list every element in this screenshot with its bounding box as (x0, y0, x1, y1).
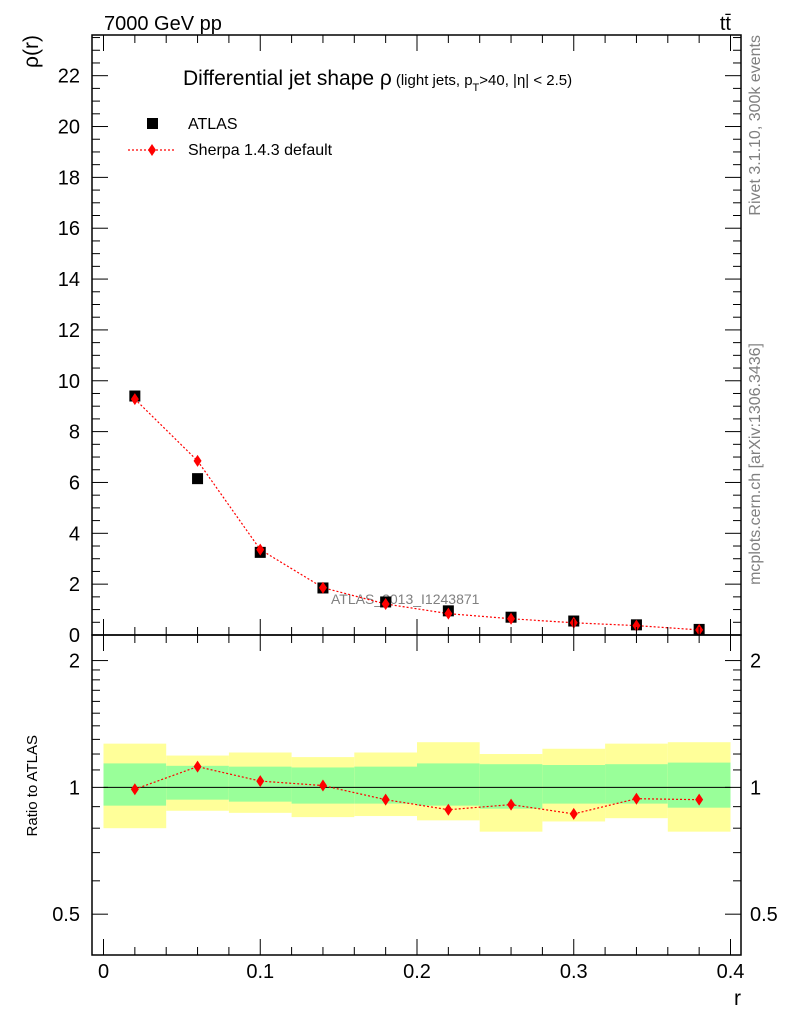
title-sub-b: >40, |η| < 2.5) (479, 72, 572, 89)
sherpa-ratio-point (507, 798, 516, 811)
ratio-y-tick-label-left: 0.5 (52, 904, 80, 926)
sherpa-ratio-point (318, 779, 327, 792)
ratio-y-tick-label-left: 1 (69, 777, 80, 799)
atlas-data-point (192, 473, 204, 485)
process-label: tt̄ (720, 13, 732, 35)
legend-atlas-label: ATLAS (188, 116, 238, 133)
stat-band-bin (542, 765, 606, 804)
ratio-y-tick-label-right: 2 (750, 651, 761, 673)
sherpa-data-point (381, 597, 390, 610)
analysis-watermark: ATLAS_2013_I1243871 (331, 591, 480, 607)
main-y-tick-label: 22 (58, 66, 80, 88)
x-tick-label: 0.4 (717, 961, 745, 983)
main-title: Differential jet shape ρ (light jets, pT>… (183, 67, 572, 94)
rivet-info-text: Rivet 3.1.10, 300k events (747, 35, 764, 216)
sherpa-ratio-line (134, 766, 700, 815)
sherpa-data-point (130, 393, 139, 406)
main-y-axis-label: ρ(r) (20, 35, 43, 68)
legend-sherpa-marker (148, 144, 156, 156)
main-y-tick-label: 0 (69, 625, 80, 647)
ratio-y-axis-label: Ratio to ATLAS (24, 735, 41, 836)
title-sub-T: T (473, 82, 480, 94)
ratio-y-tick-label-right: 1 (750, 777, 761, 799)
main-y-tick-label: 16 (58, 218, 80, 240)
sherpa-data-point (632, 619, 641, 632)
ratio-series (130, 760, 704, 820)
sherpa-ratio-point (256, 775, 265, 788)
sherpa-ratio-point (632, 792, 641, 805)
main-y-tick-label: 8 (69, 422, 80, 444)
main-y-tick-label: 10 (58, 371, 80, 393)
legend-atlas-marker (147, 118, 158, 129)
x-tick-label: 0 (98, 961, 109, 983)
title-main: Differential jet shape ρ (183, 67, 392, 90)
x-axis-label: r (734, 987, 741, 1010)
energy-label: 7000 GeV pp (104, 13, 222, 35)
main-y-tick-label: 20 (58, 117, 80, 139)
sherpa-ratio-point (381, 793, 390, 806)
title-sub-a: (light jets, p (396, 72, 473, 89)
x-tick-label: 0.2 (403, 961, 431, 983)
stat-band-bin (417, 763, 480, 806)
main-y-tick-label: 18 (58, 167, 80, 189)
main-y-tick-label: 2 (69, 574, 80, 596)
main-y-tick-label: 6 (69, 472, 80, 494)
mcplots-reference-text: mcplots.cern.ch [arXiv:1306.3436] (747, 343, 764, 585)
main-y-tick-label: 4 (69, 523, 80, 545)
x-tick-label: 0.3 (560, 961, 588, 983)
sherpa-data-point (444, 607, 453, 620)
ratio-y-tick-label-left: 2 (69, 651, 80, 673)
sherpa-ratio-point (444, 803, 453, 816)
sherpa-ratio-point (193, 760, 202, 773)
sherpa-ratio-point (130, 783, 139, 796)
main-y-tick-label: 12 (58, 320, 80, 342)
legend: ATLAS Sherpa 1.4.3 default (128, 116, 333, 159)
ratio-y-tick-label-right: 0.5 (750, 904, 778, 926)
sherpa-ratio-point (569, 807, 578, 820)
sherpa-data-point (256, 543, 265, 556)
legend-sherpa-label: Sherpa 1.4.3 default (188, 142, 333, 159)
sherpa-data-point (193, 454, 202, 467)
main-y-tick-label: 14 (58, 269, 80, 291)
x-tick-label: 0.1 (246, 961, 274, 983)
sherpa-data-point (507, 612, 516, 625)
sherpa-ratio-point (695, 793, 704, 806)
sherpa-data-point (318, 581, 327, 594)
